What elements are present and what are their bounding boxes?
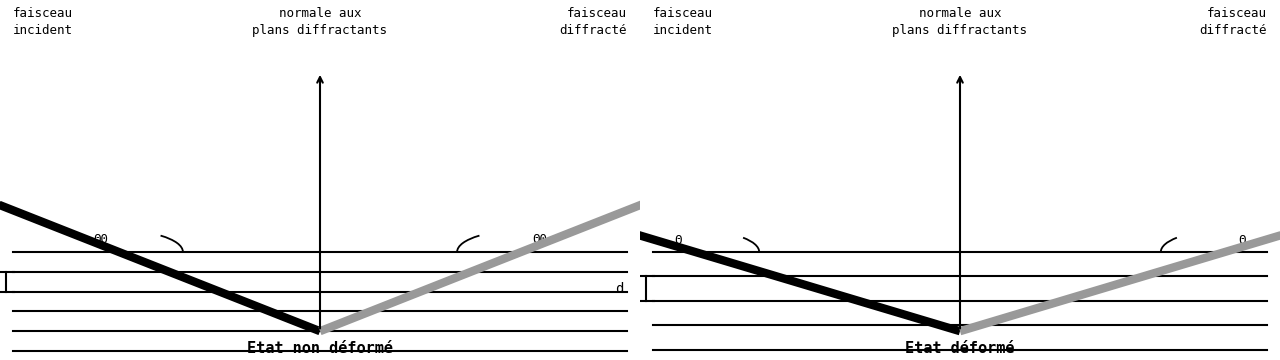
Text: normale aux
plans diffractants: normale aux plans diffractants: [892, 7, 1028, 37]
Text: faisceau
incident: faisceau incident: [13, 7, 73, 37]
Text: Θ: Θ: [1239, 234, 1245, 247]
Text: Θ: Θ: [675, 234, 681, 247]
Text: Θ0: Θ0: [531, 233, 547, 247]
Text: Θ0: Θ0: [93, 233, 109, 247]
Text: d: d: [616, 282, 625, 296]
Text: faisceau
incident: faisceau incident: [653, 7, 713, 37]
Text: faisceau
diffracté: faisceau diffracté: [559, 7, 627, 37]
Text: faisceau
diffracté: faisceau diffracté: [1199, 7, 1267, 37]
Text: Etat déformé: Etat déformé: [905, 341, 1015, 356]
Text: normale aux
plans diffractants: normale aux plans diffractants: [252, 7, 388, 37]
Text: Etat non déformé: Etat non déformé: [247, 341, 393, 356]
